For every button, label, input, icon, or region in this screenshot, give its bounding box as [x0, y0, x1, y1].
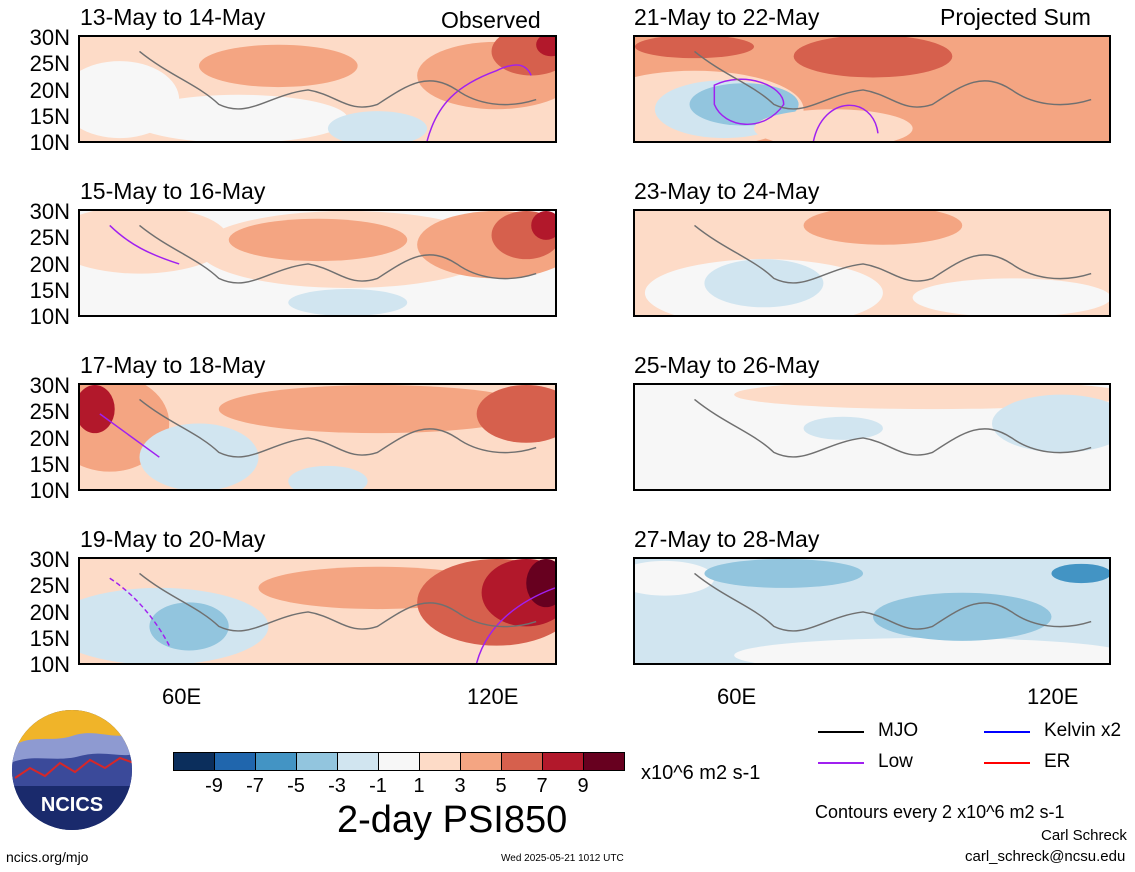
map-panel [633, 557, 1111, 665]
panel-title: 21-May to 22-May [634, 4, 820, 30]
map-panel [633, 383, 1111, 491]
colorbar-label: 5 [495, 775, 507, 797]
colorbar-label: 1 [413, 775, 425, 797]
panel-title: 19-May to 20-May [80, 526, 266, 552]
observed-label: Observed [441, 7, 541, 33]
colorbar-label: -7 [246, 775, 264, 797]
lat-label: 10N [29, 478, 70, 503]
author: Carl Schreck [1041, 827, 1127, 844]
lat-label: 20N [29, 426, 70, 451]
colorbar-swatch [543, 753, 584, 770]
lat-label: 10N [29, 652, 70, 677]
map-panel [633, 209, 1111, 317]
lat-label: 25N [29, 399, 70, 424]
legend-er-label: ER [1044, 751, 1071, 772]
lat-label: 15N [29, 278, 70, 303]
colorbar-label: -9 [205, 775, 223, 797]
colorbar-label: -5 [287, 775, 305, 797]
colorbar-swatch [502, 753, 543, 770]
legend-mjo-line [818, 731, 864, 733]
colorbar-label: -3 [328, 775, 346, 797]
colorbar-swatch [174, 753, 215, 770]
site-url[interactable]: ncics.org/mjo [6, 849, 89, 865]
map-panel [633, 35, 1111, 143]
legend-low-line [818, 762, 864, 764]
lat-label: 20N [29, 78, 70, 103]
lon-label: 120E [467, 684, 519, 709]
lat-label: 30N [29, 547, 70, 572]
lon-label: 60E [162, 684, 202, 709]
colorbar-swatch [215, 753, 256, 770]
projected-label: Projected Sum [940, 4, 1091, 30]
panel-title: 15-May to 16-May [80, 178, 266, 204]
panel-title: 23-May to 24-May [634, 178, 820, 204]
lat-label: 10N [29, 130, 70, 155]
lat-label: 30N [29, 373, 70, 398]
colorbar-label: -1 [369, 775, 387, 797]
colorbar [173, 752, 625, 771]
colorbar-swatch [420, 753, 461, 770]
lat-label: 25N [29, 225, 70, 250]
lat-label: 10N [29, 304, 70, 329]
contour-note: Contours every 2 x10^6 m2 s-1 [815, 802, 1065, 822]
lon-label: 60E [717, 684, 757, 709]
lat-label: 25N [29, 51, 70, 76]
panel-title: 25-May to 26-May [634, 352, 820, 378]
colorbar-label: 9 [577, 775, 589, 797]
map-panel [78, 35, 557, 143]
ncics-logo: NCICS [10, 708, 134, 832]
colorbar-units: x10^6 m2 s-1 [641, 762, 761, 784]
map-panel [78, 209, 557, 317]
legend-mjo-label: MJO [878, 720, 919, 741]
legend-kelvin-label: Kelvin x2 [1044, 720, 1122, 741]
lat-label: 15N [29, 626, 70, 651]
panel-title: 13-May to 14-May [80, 4, 266, 30]
colorbar-swatch [338, 753, 379, 770]
lon-label: 120E [1027, 684, 1079, 709]
lat-label: 25N [29, 573, 70, 598]
lat-label: 20N [29, 600, 70, 625]
email: carl_schreck@ncsu.edu [965, 848, 1126, 865]
lat-label: 15N [29, 104, 70, 129]
colorbar-swatch [461, 753, 502, 770]
legend-kelvin-line [984, 731, 1030, 733]
panel-title: 27-May to 28-May [634, 526, 820, 552]
colorbar-label: 7 [536, 775, 548, 797]
colorbar-swatch [256, 753, 297, 770]
map-panel [78, 557, 557, 665]
legend-low-label: Low [878, 751, 913, 772]
colorbar-label: 3 [454, 775, 466, 797]
lat-label: 20N [29, 252, 70, 277]
main-title: 2-day PSI850 [337, 799, 568, 841]
legend-er-line [984, 762, 1030, 764]
colorbar-swatch [584, 753, 624, 770]
colorbar-swatch [297, 753, 338, 770]
colorbar-swatch [379, 753, 420, 770]
lat-label: 30N [29, 199, 70, 224]
map-panel [78, 383, 557, 491]
lat-label: 15N [29, 452, 70, 477]
lat-label: 30N [29, 25, 70, 50]
logo-text: NCICS [41, 794, 103, 816]
panel-title: 17-May to 18-May [80, 352, 266, 378]
timestamp: Wed 2025-05-21 1012 UTC [501, 853, 624, 864]
